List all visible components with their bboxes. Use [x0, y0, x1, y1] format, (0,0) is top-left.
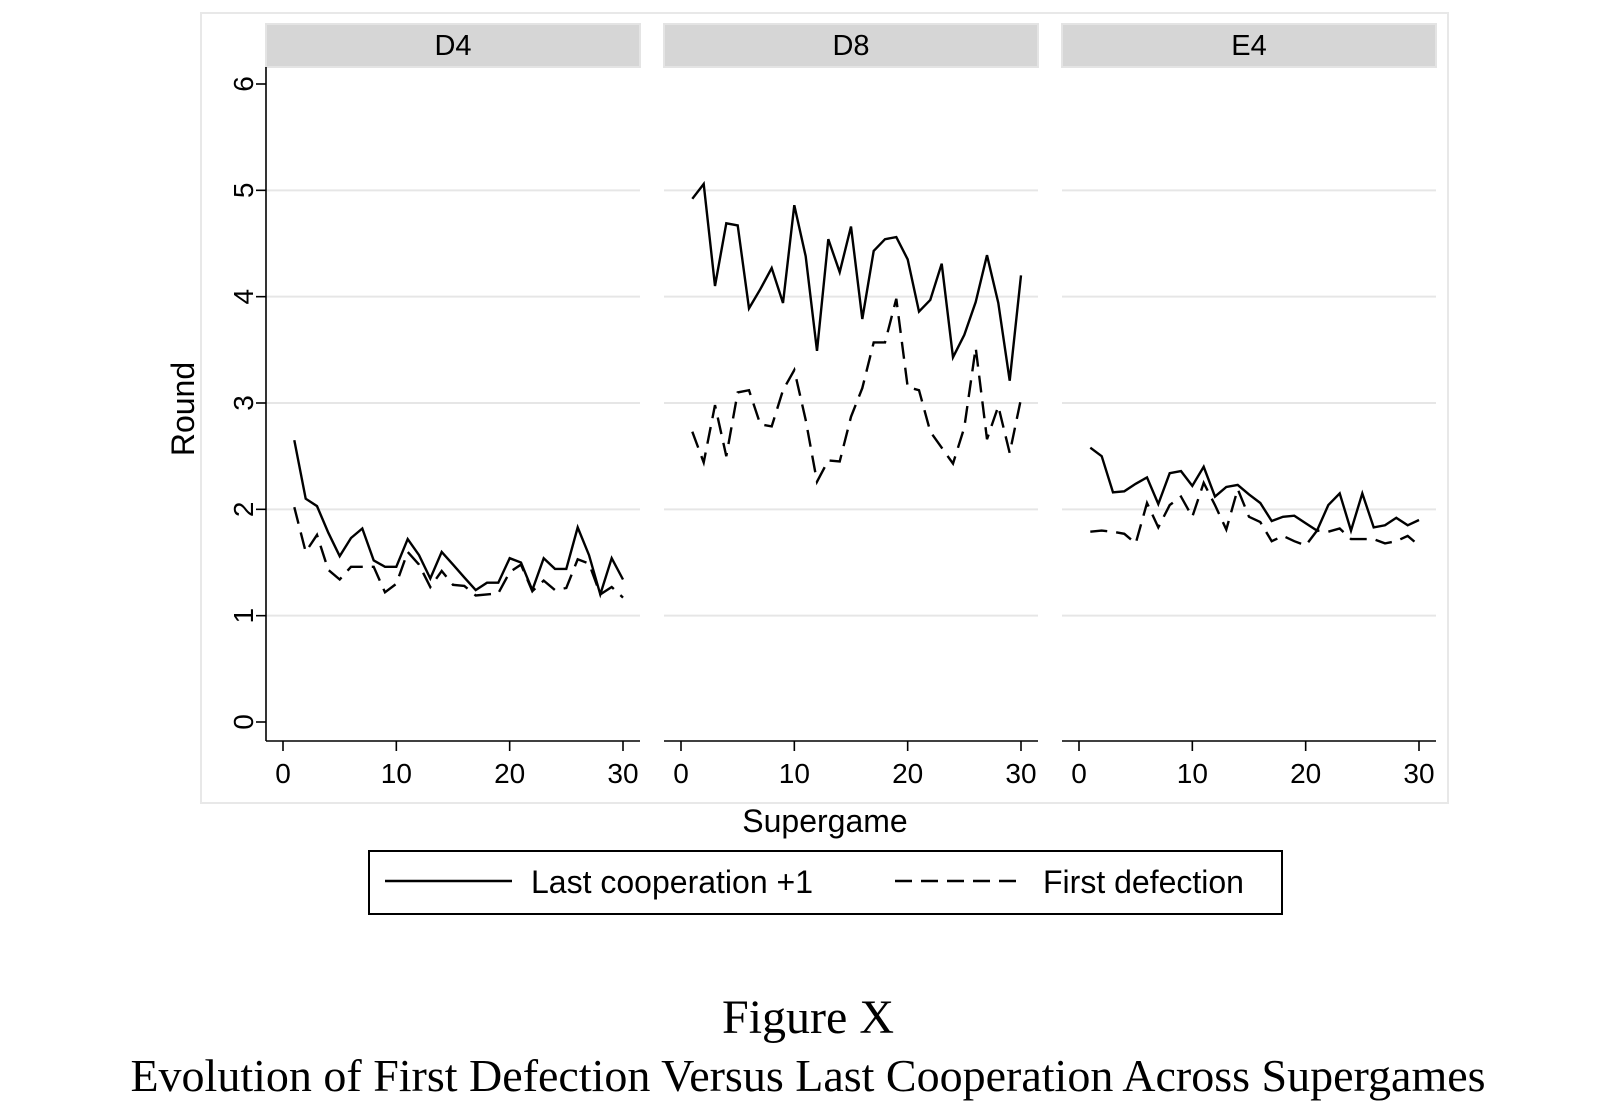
y-axis-title: Round	[165, 362, 201, 456]
y-tick-label: 4	[228, 289, 259, 305]
panel-d4: D4 0 10 20 30	[265, 23, 641, 789]
panels-layer: D4 0 10 20 30 D8 0 10 20 30 E4 0 10 20 30	[265, 23, 1437, 789]
series-first-defection	[293, 506, 624, 599]
y-tick-label: 5	[228, 183, 259, 199]
y-tick-label: 0	[228, 714, 259, 730]
panel-strip	[265, 23, 641, 68]
y-tick-label: 2	[228, 502, 259, 518]
x-tick-label: 30	[1403, 758, 1434, 789]
panel-e4: E4 0 10 20 30	[1061, 23, 1437, 789]
series-first-defection	[1090, 479, 1420, 547]
legend: Last cooperation +1 First defection	[368, 850, 1283, 915]
series-first-defection	[691, 298, 1023, 486]
legend-box	[368, 850, 1283, 915]
figure-title: Evolution of First Defection Versus Last…	[130, 1050, 1486, 1101]
panel-title: E4	[1231, 30, 1266, 62]
y-axis: 0 1 2 3 4 5 6	[228, 67, 267, 741]
panel-strip	[1061, 23, 1437, 68]
x-tick-label: 10	[381, 758, 412, 789]
x-axis-title: Supergame	[742, 803, 907, 839]
x-tick-label: 0	[673, 758, 689, 789]
y-tick-label: 6	[228, 76, 259, 92]
x-tick-label: 0	[1071, 758, 1087, 789]
figure-label: Figure X	[722, 991, 894, 1044]
legend-label-first-defection: First defection	[1043, 864, 1244, 900]
x-tick-label: 20	[1290, 758, 1321, 789]
series-last-cooperation	[293, 439, 625, 599]
panel-d8: D8 0 10 20 30	[663, 23, 1039, 789]
series-last-cooperation	[691, 180, 1023, 381]
x-tick-label: 0	[275, 758, 291, 789]
y-tick-label: 3	[228, 395, 259, 411]
x-tick-label: 30	[607, 758, 638, 789]
x-tick-label: 20	[494, 758, 525, 789]
plot-frame	[200, 12, 1449, 804]
series-last-cooperation	[1089, 446, 1420, 535]
legend-label-last-cooperation: Last cooperation +1	[531, 864, 813, 900]
x-tick-label: 10	[779, 758, 810, 789]
panel-title: D8	[832, 30, 869, 62]
y-tick-label: 1	[228, 608, 259, 624]
panel-title: D4	[434, 30, 471, 62]
x-tick-label: 30	[1005, 758, 1036, 789]
x-tick-label: 10	[1177, 758, 1208, 789]
x-tick-label: 20	[892, 758, 923, 789]
panel-strip	[663, 23, 1039, 68]
